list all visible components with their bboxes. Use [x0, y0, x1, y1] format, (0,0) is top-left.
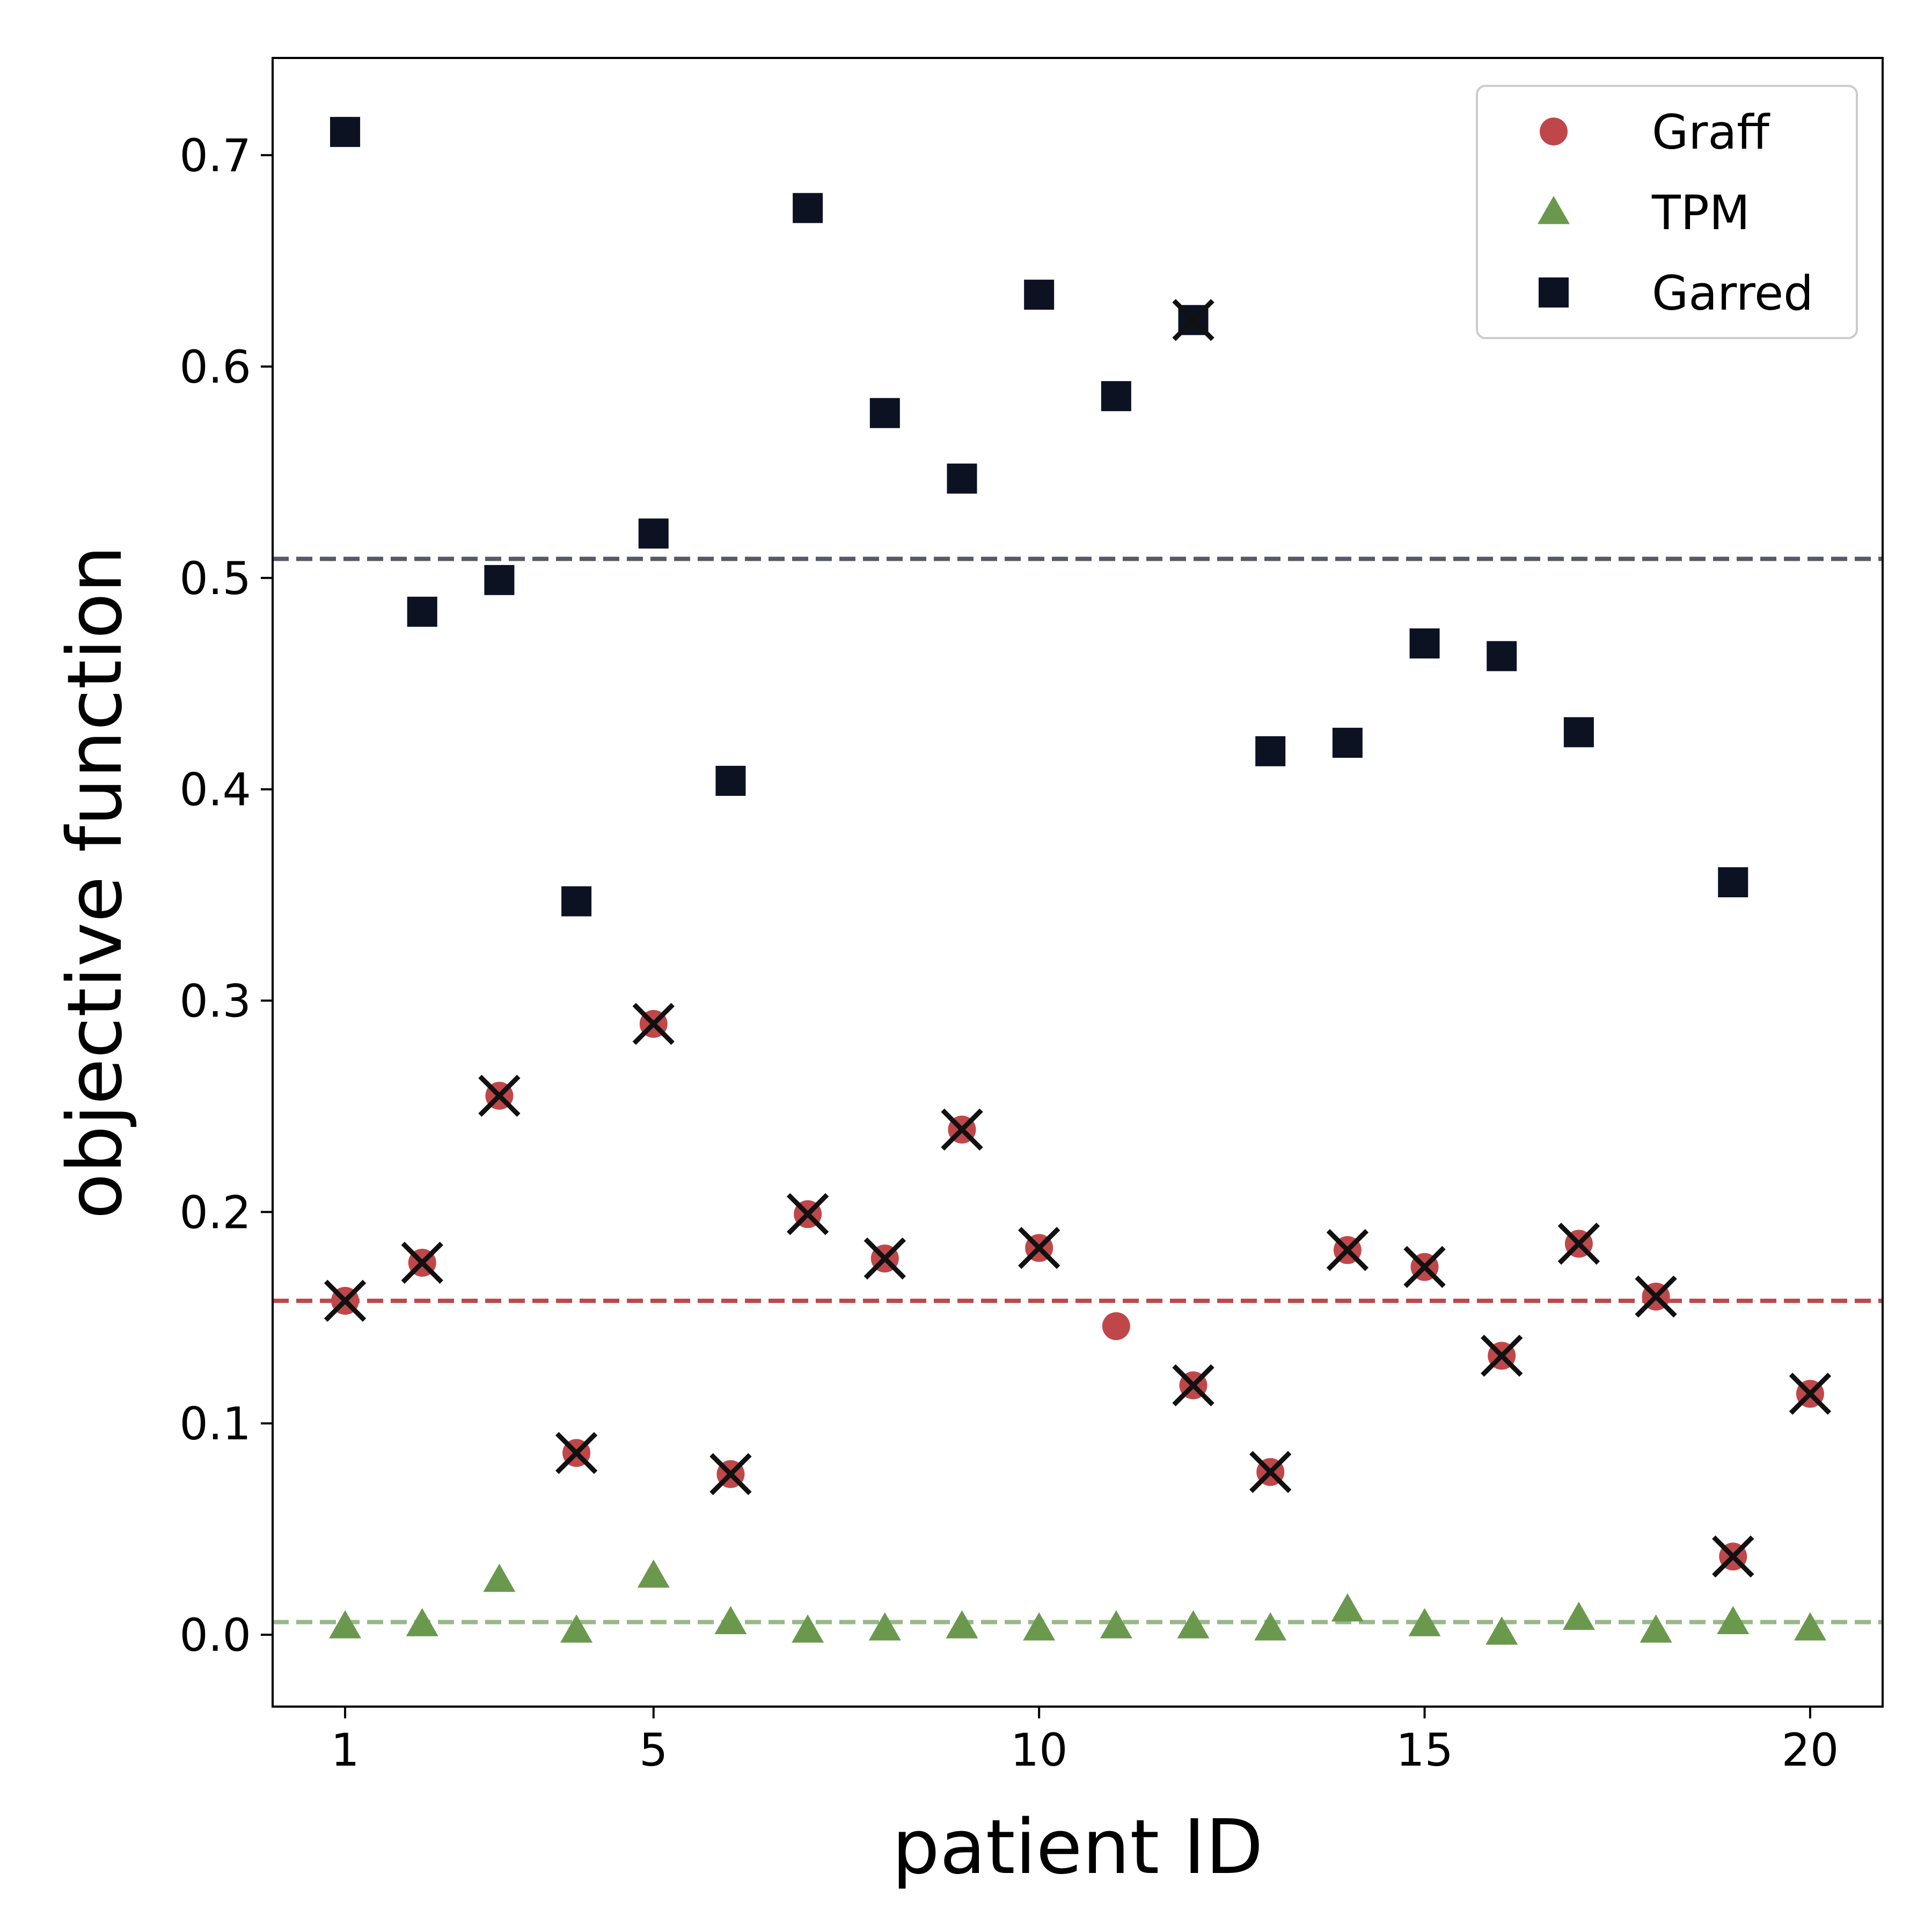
cross-marker-12: [1172, 299, 1214, 341]
tpm-point-13: [1254, 1612, 1287, 1641]
legend-label-tpm: TPM: [1651, 185, 1750, 240]
cross-marker-11: [1172, 1364, 1214, 1407]
x-tick-label-20: 20: [1781, 1724, 1839, 1776]
legend: Graff TPM Garred: [1476, 85, 1858, 339]
garred-point-15: [1409, 628, 1440, 658]
y-axis-title: objective function: [52, 545, 139, 1219]
tpm-point-10: [1023, 1612, 1056, 1641]
cross-marker-15: [1403, 1246, 1446, 1288]
garred-point-19: [1718, 867, 1748, 897]
tpm-point-9: [946, 1610, 978, 1638]
y-tick-label-3: 0.3: [179, 975, 251, 1028]
garred-point-17: [1563, 717, 1594, 748]
tpm-point-14: [1331, 1593, 1364, 1622]
cross-marker-13: [1249, 1451, 1292, 1494]
tpm-point-1: [329, 1610, 362, 1638]
legend-marker-graff: [1540, 118, 1568, 145]
cross-marker-1: [324, 1279, 367, 1322]
garred-point-14: [1332, 728, 1363, 758]
garred-point-16: [1487, 641, 1517, 671]
garred-point-10: [1024, 280, 1055, 310]
tpm-point-19: [1717, 1606, 1750, 1634]
cross-marker-3: [478, 1074, 521, 1117]
garred-point-2: [407, 596, 437, 627]
garred-point-4: [561, 886, 592, 917]
garred-point-11: [1101, 381, 1131, 412]
tpm-point-18: [1640, 1614, 1672, 1643]
x-tick-label-10: 10: [1011, 1724, 1068, 1776]
cross-marker-6: [709, 1453, 752, 1495]
legend-label-graff: Graff: [1652, 105, 1770, 160]
garred-point-7: [793, 193, 823, 223]
tpm-point-5: [637, 1559, 670, 1588]
cross-marker-14: [1326, 1229, 1369, 1271]
y-axis: 0.0 0.1 0.2 0.3 0.4 0.5 0.6 0.7: [179, 129, 273, 1662]
tpm-point-12: [1177, 1610, 1210, 1638]
tpm-point-20: [1794, 1612, 1826, 1641]
tpm-point-15: [1408, 1608, 1441, 1636]
cross-marker-19: [1712, 1535, 1754, 1578]
cross-marker-16: [1481, 1335, 1523, 1377]
cross-marker-17: [1557, 1223, 1600, 1265]
cross-marker-9: [941, 1108, 983, 1151]
y-tick-label-5: 0.5: [179, 552, 251, 605]
cross-marker-7: [786, 1193, 829, 1235]
tpm-point-2: [406, 1608, 438, 1636]
x-axis: 1 5 10 15 20: [331, 1707, 1839, 1776]
cross-marker-5: [632, 1002, 675, 1045]
garred-point-9: [947, 463, 977, 494]
tpm-point-16: [1485, 1616, 1518, 1645]
legend-marker-garred: [1539, 277, 1569, 308]
cross-marker-4: [555, 1432, 598, 1474]
tpm-point-6: [714, 1606, 747, 1634]
cross-marker-2: [401, 1241, 443, 1284]
y-tick-label-0: 0.0: [179, 1609, 251, 1662]
tpm-point-3: [483, 1563, 516, 1592]
legend-marker-tpm: [1538, 196, 1570, 224]
x-tick-label-1: 1: [331, 1724, 359, 1776]
y-tick-label-4: 0.4: [179, 764, 251, 816]
garred-point-1: [330, 116, 361, 147]
y-tick-label-2: 0.2: [179, 1186, 251, 1239]
tpm-point-8: [868, 1612, 901, 1641]
x-tick-label-15: 15: [1396, 1724, 1453, 1776]
cross-marker-20: [1789, 1372, 1832, 1415]
x-tick-label-5: 5: [639, 1724, 668, 1776]
tpm-point-11: [1100, 1610, 1132, 1638]
garred-point-6: [715, 765, 746, 796]
garred-point-3: [484, 565, 515, 595]
garred-point-8: [869, 398, 900, 428]
tpm-point-4: [560, 1614, 593, 1643]
y-tick-label-7: 0.7: [179, 129, 251, 182]
tpm-point-7: [792, 1614, 824, 1643]
x-axis-title: patient ID: [892, 1804, 1263, 1891]
mean-lines: [273, 557, 1883, 1624]
graff-point-11: [1102, 1312, 1130, 1341]
legend-label-garred: Garred: [1652, 266, 1813, 321]
cross-marker-10: [1018, 1227, 1060, 1269]
cross-marker-8: [863, 1237, 906, 1280]
garred-point-13: [1255, 736, 1286, 766]
tpm-point-17: [1562, 1601, 1595, 1630]
y-tick-label-1: 0.1: [179, 1397, 251, 1450]
garred-point-5: [638, 518, 669, 549]
cross-markers: [324, 299, 1832, 1578]
plot-area-frame: [272, 57, 1884, 1708]
cross-marker-18: [1635, 1275, 1677, 1318]
y-tick-label-6: 0.6: [179, 341, 251, 393]
legend-box: [1476, 85, 1858, 339]
